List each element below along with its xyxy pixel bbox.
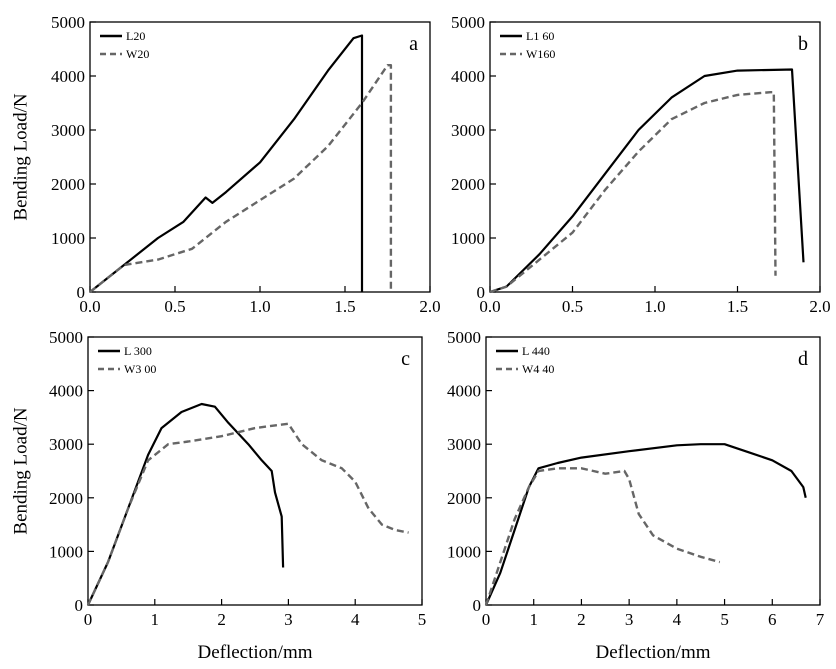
x-tick-label-a: 1.5 — [334, 297, 355, 316]
y-tick-label-b: 0 — [477, 283, 486, 302]
series-line-c-0 — [87, 402, 285, 606]
series-line-b-0 — [489, 68, 805, 294]
y-tick-label-d: 1000 — [447, 542, 481, 561]
legend-label-b-1: W160 — [526, 47, 555, 61]
panel-label-d: d — [798, 348, 808, 370]
x-tick-label-b: 1.0 — [644, 297, 665, 316]
x-tick-label-c: 4 — [351, 610, 360, 629]
legend-label-c-1: W3 00 — [124, 362, 156, 376]
y-tick-label-c: 0 — [75, 596, 84, 615]
panel-label-b: b — [798, 33, 808, 55]
x-tick-label-c: 1 — [151, 610, 160, 629]
y-tick-label-c: 3000 — [49, 435, 83, 454]
y-tick-label-c: 4000 — [49, 382, 83, 401]
x-tick-label-d: 6 — [768, 610, 777, 629]
y-tick-label-a: 2000 — [51, 175, 85, 194]
y-tick-label-a: 3000 — [51, 121, 85, 140]
series-line-a-0 — [89, 34, 364, 293]
y-tick-label-d: 0 — [473, 596, 482, 615]
plot-frame-b — [489, 21, 821, 293]
series-line-a-1 — [89, 63, 393, 293]
x-tick-label-d: 5 — [720, 610, 729, 629]
legend-label-b-0: L1 60 — [526, 29, 554, 43]
y-tick-label-d: 2000 — [447, 489, 481, 508]
legend-label-c-0: L 300 — [124, 344, 152, 358]
x-tick-label-c: 5 — [418, 610, 427, 629]
series-line-c-1 — [86, 422, 409, 606]
y-tick-label-a: 5000 — [51, 13, 85, 32]
x-tick-label-b: 2.0 — [809, 297, 830, 316]
panel-a: 0.0 0.5 1.0 1.5 2.0010002000300040005000L20W… — [11, 13, 441, 316]
legend-label-a-1: W20 — [126, 47, 149, 61]
x-tick-label-d: 2 — [577, 610, 586, 629]
x-tick-label-b: 0.5 — [562, 297, 583, 316]
y-tick-label-d: 5000 — [447, 328, 481, 347]
x-tick-label-b: 0.0 — [479, 297, 500, 316]
x-tick-label-c: 3 — [284, 610, 293, 629]
y-axis-label-c: Bending Load/N — [11, 407, 32, 534]
y-tick-label-b: 5000 — [451, 13, 485, 32]
x-axis-label-d: Deflection/mm — [595, 642, 710, 663]
y-tick-label-c: 2000 — [49, 489, 83, 508]
y-tick-label-c: 1000 — [49, 542, 83, 561]
legend-label-a-0: L20 — [126, 29, 145, 43]
plot-frame-d — [485, 336, 821, 606]
panel-label-c: c — [401, 348, 410, 370]
x-tick-label-c: 2 — [217, 610, 226, 629]
x-tick-label-d: 0 — [482, 610, 491, 629]
legend-d: L 440 W4 40 — [496, 344, 554, 376]
legend-b: L1 60 W160 — [500, 29, 555, 61]
series-line-d-1 — [484, 467, 721, 606]
y-tick-label-a: 1000 — [51, 229, 85, 248]
y-tick-label-a: 4000 — [51, 67, 85, 86]
x-tick-label-a: 1.0 — [249, 297, 270, 316]
panel-c: 0 1 2 3 4 5 0 1000 2000 3000 4000 5000 L 300 W3 00 c Be… — [11, 328, 427, 663]
y-tick-label-c: 5000 — [49, 328, 83, 347]
x-tick-label-d: 4 — [673, 610, 682, 629]
series-line-d-0 — [484, 443, 807, 606]
y-tick-label-d: 4000 — [447, 382, 481, 401]
legend-label-d-0: L 440 — [522, 344, 550, 358]
y-tick-label-d: 3000 — [447, 435, 481, 454]
x-tick-label-a: 0.0 — [79, 297, 100, 316]
y-tick-label-b: 2000 — [451, 175, 485, 194]
y-axis-label-a: Bending Load/N — [11, 93, 32, 220]
x-axis-label-c: Deflection/mm — [197, 642, 312, 663]
panel-label-a: a — [409, 33, 418, 55]
legend-label-d-1: W4 40 — [522, 362, 554, 376]
x-tick-label-d: 3 — [625, 610, 634, 629]
legend-c: L 300 W3 00 — [98, 344, 156, 376]
x-tick-label-a: 2.0 — [419, 297, 440, 316]
x-tick-label-d: 7 — [816, 610, 825, 629]
y-tick-label-b: 1000 — [451, 229, 485, 248]
y-tick-label-a: 0 — [77, 283, 86, 302]
x-tick-label-b: 1.5 — [727, 297, 748, 316]
x-tick-label-d: 1 — [529, 610, 538, 629]
panel-b: 0.0 0.5 1.0 1.5 2.0 0 1000 2000 3000 4000 5000 L1 6… — [451, 13, 831, 316]
plot-frame-c — [87, 336, 423, 606]
y-tick-label-b: 4000 — [451, 67, 485, 86]
panel-d: 0 1 2 3 4 5 6 7 0 1000 2000 3000 4000 5000 L 440 W4 40 d… — [447, 328, 825, 663]
y-tick-label-b: 3000 — [451, 121, 485, 140]
x-tick-label-a: 0.5 — [164, 297, 185, 316]
x-tick-label-c: 0 — [84, 610, 93, 629]
series-line-b-1 — [489, 90, 777, 294]
